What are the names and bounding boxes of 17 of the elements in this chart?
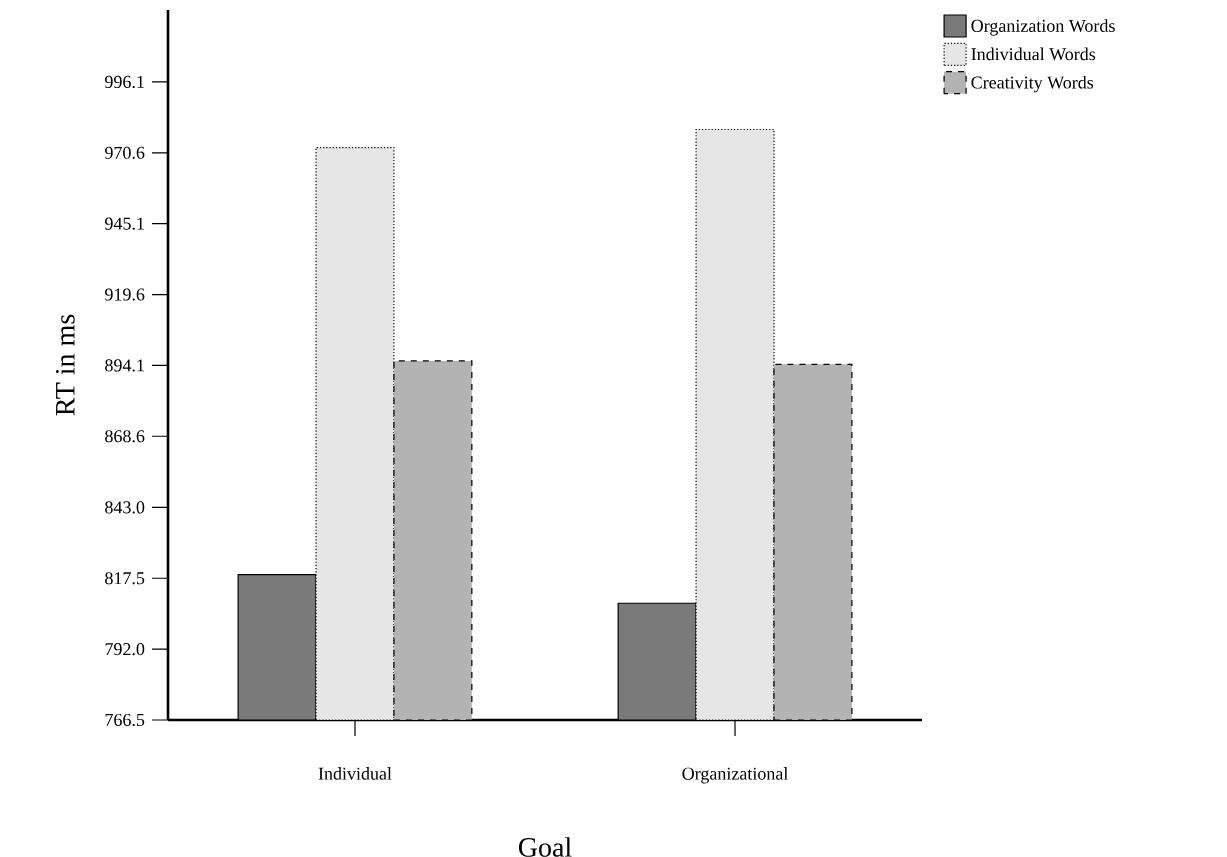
x-tick-label: Organizational	[682, 767, 788, 784]
y-tick-label: 996.1	[105, 75, 144, 89]
legend-label: Creativity Words	[971, 75, 1094, 93]
y-tick-label: 919.6	[105, 288, 145, 301]
y-tick-label: 970.6	[105, 146, 145, 159]
y-axis-title: RT in ms	[55, 314, 75, 416]
y-tick-label: 817.5	[105, 572, 145, 585]
y-tick-label: 945.1	[105, 217, 144, 230]
x-tick-label: Individual	[318, 767, 392, 780]
y-tick-label: 766.5	[105, 713, 145, 727]
legend-label: Individual Words	[971, 47, 1096, 61]
y-tick-label: 894.1	[105, 359, 144, 372]
y-tick-label: 792.0	[105, 643, 145, 656]
x-axis-title: Goal	[518, 837, 572, 857]
y-tick-label: 868.6	[105, 430, 145, 443]
y-tick-label: 843.0	[105, 501, 145, 514]
legend-label: Organization Words	[971, 19, 1115, 36]
